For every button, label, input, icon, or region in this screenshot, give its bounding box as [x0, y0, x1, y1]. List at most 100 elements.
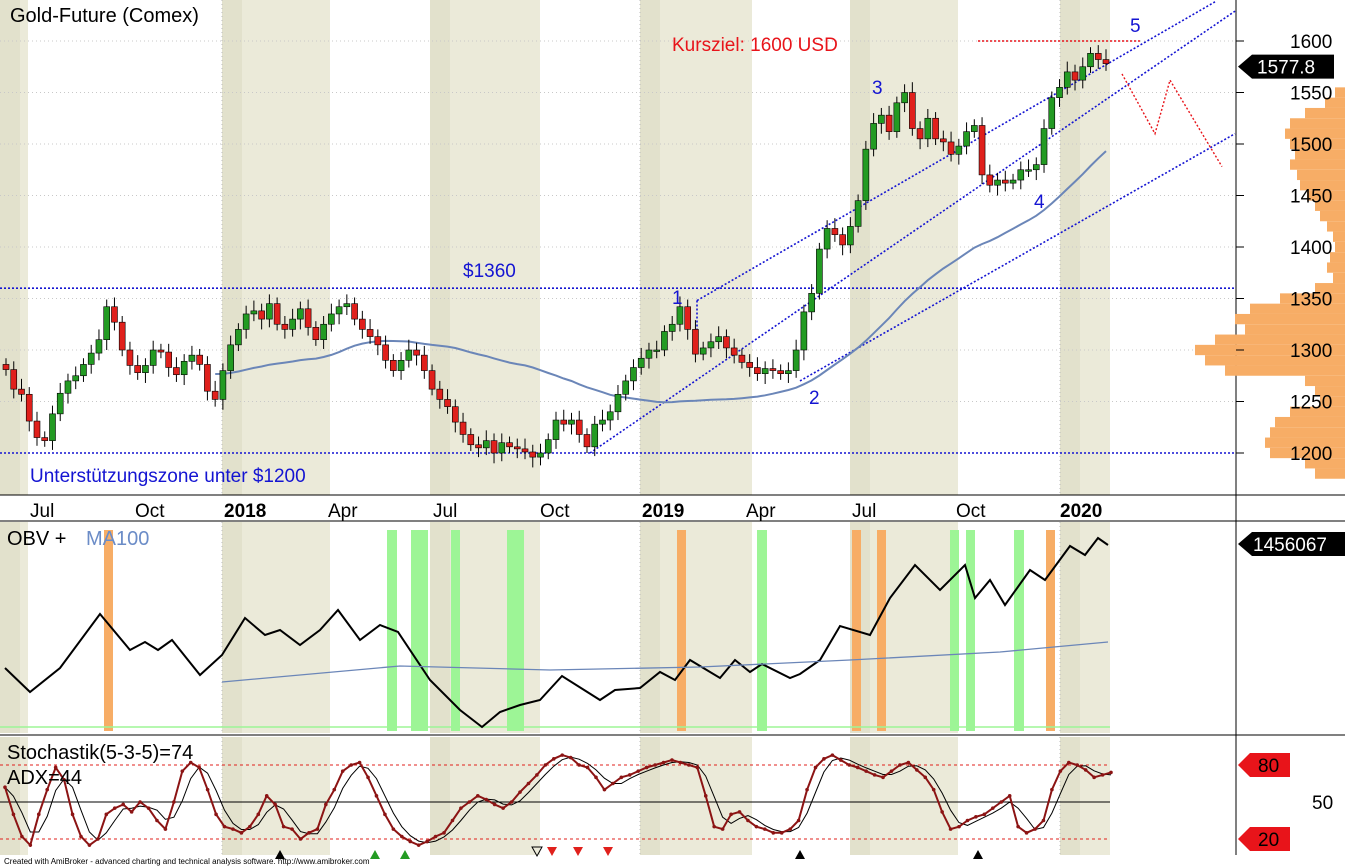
candle-body [421, 354, 428, 371]
stoch-k-point [737, 810, 742, 814]
price-title: Gold-Future (Comex) [10, 5, 199, 27]
stoch-k-point [746, 818, 750, 823]
volume-profile-bar [1333, 231, 1345, 242]
wave-label-1: 1 [672, 288, 683, 309]
stoch-k-point [475, 794, 480, 798]
candle-body [932, 117, 939, 140]
volume-profile-bar [1305, 107, 1345, 119]
stoch-k-point [687, 763, 691, 767]
volume-profile-bar [1215, 334, 1345, 345]
stoch-k-point [1092, 775, 1096, 780]
candle-body [552, 419, 560, 440]
stoch-k-point [129, 810, 134, 814]
candle-body [800, 311, 808, 351]
candle-body [645, 349, 653, 359]
stoch-k-point [822, 757, 826, 761]
candle-body [777, 370, 784, 374]
candle-body [366, 329, 374, 337]
stoch-k-point [172, 800, 176, 804]
candle-body [1079, 66, 1087, 81]
shade-band-edge [430, 737, 450, 855]
candle-body [1009, 179, 1017, 184]
stoch-k-point [400, 834, 404, 839]
signal-marker-down [547, 847, 557, 856]
candle-body [1056, 87, 1063, 98]
stoch-k-point [1058, 769, 1063, 773]
x-tick-label: Jul [30, 501, 54, 522]
candle-body [2, 364, 10, 370]
candle-body [475, 444, 482, 449]
candle-body [18, 388, 25, 395]
stoch-k-point [560, 753, 565, 757]
stoch-k-point [315, 827, 320, 831]
stoch-k-point [763, 827, 767, 831]
candle-body [1017, 169, 1025, 181]
candle-body [893, 102, 901, 132]
stoch-k-point [518, 790, 522, 794]
y-tick-label: 1400 [1290, 238, 1332, 259]
candle-body [343, 303, 351, 308]
candle-body [544, 439, 552, 454]
stoch-k-point [999, 800, 1004, 804]
candle-body [839, 234, 846, 246]
stoch-k-point [239, 831, 244, 835]
candle-body [560, 419, 568, 425]
stoch-k-point [906, 760, 911, 765]
stoch-k-point [450, 818, 455, 823]
stoch-k-point [813, 765, 818, 770]
signal-marker-up [795, 850, 805, 859]
signal-marker-up [275, 850, 285, 859]
volume-profile-bar [1297, 169, 1345, 181]
support-label: Unterstützungszone unter $1200 [30, 466, 306, 487]
candle-body [792, 349, 800, 371]
stoch-k-point [881, 775, 885, 780]
candle-body [482, 440, 490, 449]
stoch-k-point [712, 824, 716, 829]
signal-band [507, 530, 524, 731]
stoch-k-point [222, 824, 227, 829]
candle-body [320, 323, 327, 340]
shade-band-edge [640, 0, 660, 495]
signal-band [966, 530, 975, 731]
stoch-k-point [636, 769, 641, 773]
stoch-level-marker [1238, 753, 1290, 777]
obv-ma-label: MA100 [86, 528, 149, 550]
candle-body [118, 321, 126, 351]
candle-body [854, 200, 862, 227]
stoch-k-point [1083, 768, 1088, 772]
candle-body [816, 248, 823, 294]
candle-body [614, 393, 622, 413]
candle-body [1094, 53, 1102, 60]
stoch-k-point [408, 839, 413, 844]
candle-body [769, 368, 777, 371]
candle-body [870, 123, 877, 150]
stoch-k-point [839, 758, 843, 762]
stoch-level-marker [1238, 827, 1290, 851]
candle-body [730, 347, 738, 356]
volume-profile-bar [1245, 324, 1345, 335]
moving-average-line [215, 150, 1107, 404]
stoch-k-point [830, 753, 835, 757]
adx-label: ADX=44 [7, 767, 82, 789]
candle-body [924, 117, 932, 140]
candle-body [1102, 59, 1110, 64]
x-tick-label: 2019 [642, 501, 684, 522]
candle-body [885, 114, 893, 132]
shade-band-edge [1060, 737, 1080, 855]
stoch-k-point [442, 831, 446, 835]
candle-body [80, 364, 87, 377]
price-pane [0, 1, 1345, 479]
candle-body [947, 141, 955, 155]
volume-profile-bar [1270, 447, 1345, 459]
stoch-k-point [931, 787, 936, 792]
stoch-k-point [872, 773, 877, 777]
obv-pane [0, 530, 1110, 731]
stoch-k-point [678, 760, 683, 765]
signal-band [877, 530, 886, 731]
candle-body [606, 411, 614, 421]
stoch-k-point [36, 812, 41, 817]
volume-profile-bar [1325, 97, 1345, 108]
volume-profile-bar [1335, 241, 1345, 253]
candle-body [1087, 53, 1094, 68]
candle-body [436, 388, 444, 400]
